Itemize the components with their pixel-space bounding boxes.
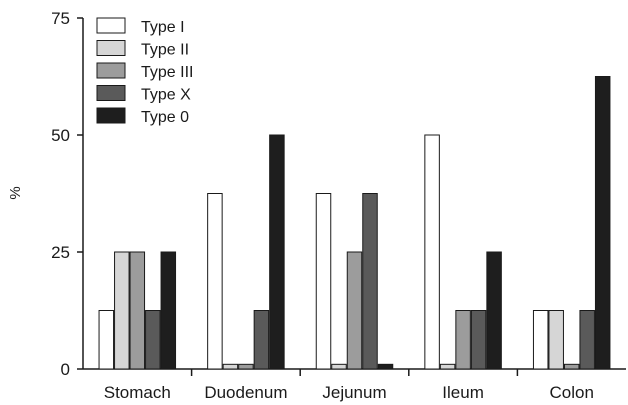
bar-type-x-duodenum bbox=[253, 310, 270, 370]
legend-label: Type III bbox=[141, 64, 193, 81]
bar-type-ii-colon bbox=[548, 310, 564, 370]
bars bbox=[98, 76, 611, 370]
legend-swatch bbox=[96, 40, 126, 56]
x-tick-label: Duodenum bbox=[204, 383, 287, 402]
bar-type-x-jejunum bbox=[362, 193, 378, 370]
bar-type-ii-jejunum bbox=[331, 363, 347, 370]
legend-label: Type I bbox=[141, 19, 185, 36]
bar-type-i-duodenum bbox=[207, 193, 223, 370]
legend: Type I Type II Type III Type X Type 0 bbox=[96, 17, 193, 126]
bar-type-iii-duodenum bbox=[238, 363, 254, 370]
bar-type-0-colon bbox=[594, 76, 611, 370]
legend-label: Type X bbox=[141, 87, 191, 104]
legend-swatch bbox=[96, 85, 126, 101]
bar-type-0-jejunum bbox=[377, 363, 394, 370]
bar-type-i-jejunum bbox=[315, 193, 332, 370]
bar-type-i-stomach bbox=[98, 310, 115, 370]
y-tick-label: 25 bbox=[51, 243, 70, 262]
legend-label: Type 0 bbox=[141, 109, 189, 126]
legend-label: Type II bbox=[141, 42, 189, 59]
bar-type-iii-jejunum bbox=[346, 251, 363, 370]
legend-swatch bbox=[96, 107, 126, 124]
x-tick-label: Stomach bbox=[104, 383, 171, 402]
y-axis-label: % bbox=[7, 186, 24, 199]
axes: 0 25 50 75 Stomach Duodenum Jejunum Ileum Colon bbox=[51, 9, 626, 402]
bar-type-x-ileum bbox=[470, 310, 487, 370]
bar-type-x-colon bbox=[579, 310, 595, 370]
y-tick-label: 50 bbox=[51, 126, 70, 145]
legend-swatch bbox=[96, 62, 126, 79]
bar-type-iii-ileum bbox=[455, 310, 471, 370]
x-tick-label: Ileum bbox=[442, 383, 484, 402]
bar-type-i-colon bbox=[532, 310, 549, 370]
y-tick-label: 0 bbox=[61, 360, 70, 379]
legend-swatch bbox=[96, 17, 126, 34]
bar-type-iii-colon bbox=[563, 363, 580, 370]
bar-type-i-ileum bbox=[424, 134, 440, 370]
bar-type-ii-ileum bbox=[439, 363, 456, 370]
y-tick-label: 75 bbox=[51, 9, 70, 28]
bar-type-x-stomach bbox=[145, 310, 161, 370]
bar-type-ii-stomach bbox=[114, 251, 130, 370]
x-tick-label: Jejunum bbox=[322, 383, 386, 402]
bar-type-0-ileum bbox=[486, 251, 502, 370]
bar-type-iii-stomach bbox=[129, 251, 146, 370]
bar-type-0-duodenum bbox=[269, 134, 285, 370]
x-tick-label: Colon bbox=[549, 383, 593, 402]
bar-type-0-stomach bbox=[160, 251, 177, 370]
bar-type-ii-duodenum bbox=[222, 363, 239, 370]
